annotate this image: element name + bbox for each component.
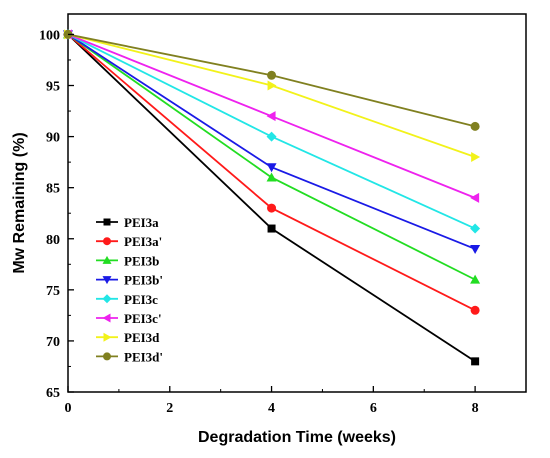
x-tick-label: 6 <box>370 401 377 416</box>
legend-label: PEI3c <box>124 292 158 307</box>
y-axis-title: Mw Remaining (%) <box>11 132 28 273</box>
legend-item: PEI3d <box>96 330 160 345</box>
data-point <box>470 305 480 315</box>
x-tick-label: 8 <box>472 401 479 416</box>
data-point <box>266 111 276 122</box>
data-point <box>267 70 277 80</box>
legend-item: PEI3a <box>96 215 159 230</box>
data-point <box>267 80 277 91</box>
legend-marker <box>103 332 112 342</box>
y-tick-label: 65 <box>46 386 60 401</box>
y-tick-label: 95 <box>46 80 60 95</box>
legend-item: PEI3b <box>96 253 159 268</box>
x-tick-label: 0 <box>65 401 72 416</box>
series-pei3c <box>63 29 481 234</box>
data-point <box>470 121 480 131</box>
series-pei3d-prime <box>63 29 480 131</box>
legend-marker <box>102 255 112 264</box>
series-pei3d <box>64 29 481 163</box>
y-tick-label: 75 <box>46 284 60 299</box>
data-point <box>266 172 277 182</box>
x-axis-title: Degradation Time (weeks) <box>198 429 396 446</box>
legend-item: PEI3c <box>96 292 158 307</box>
data-point <box>470 244 481 254</box>
legend-label: PEI3b <box>124 253 159 268</box>
plot-area <box>67 13 527 393</box>
legend-marker <box>102 313 111 323</box>
series-group <box>63 29 481 366</box>
axes: 0 2 4 6 8 65 70 75 80 85 90 95 100 <box>39 28 479 416</box>
data-point <box>266 163 277 173</box>
legend-marker <box>103 352 111 361</box>
legend-item: PEI3c' <box>96 311 162 326</box>
y-tick-label: 70 <box>46 335 60 350</box>
data-point <box>266 131 277 142</box>
data-point <box>267 203 277 213</box>
legend-marker <box>102 276 112 285</box>
data-point <box>470 192 480 203</box>
y-tick-label: 85 <box>46 182 60 197</box>
legend-label: PEI3c' <box>124 311 162 326</box>
legend-label: PEI3d' <box>124 349 163 364</box>
series-line <box>67 33 476 230</box>
x-tick-label: 4 <box>268 401 275 416</box>
legend: PEI3a PEI3a' PEI3b PEI3b' PEI3c PEI3c' PEI3d PE… <box>96 215 163 364</box>
data-point <box>471 152 481 163</box>
legend-marker <box>102 294 112 304</box>
series-line <box>67 33 476 128</box>
y-tick-label: 90 <box>46 131 60 146</box>
data-point <box>470 223 481 234</box>
legend-item: PEI3d' <box>96 349 163 364</box>
y-tick-label: 100 <box>39 28 60 43</box>
plot-frame <box>67 13 527 393</box>
legend-label: PEI3a <box>124 215 159 230</box>
data-point <box>470 274 481 284</box>
legend-item: PEI3b' <box>96 273 163 288</box>
legend-label: PEI3b' <box>124 273 163 288</box>
legend-label: PEI3d <box>124 330 160 345</box>
y-tick-label: 80 <box>46 233 60 248</box>
data-point <box>471 357 480 366</box>
data-point <box>267 224 276 233</box>
x-tick-label: 2 <box>166 401 173 416</box>
legend-label: PEI3a' <box>124 234 162 249</box>
legend-marker <box>103 218 111 226</box>
legend-item: PEI3a' <box>96 234 162 249</box>
legend-marker <box>103 237 111 246</box>
